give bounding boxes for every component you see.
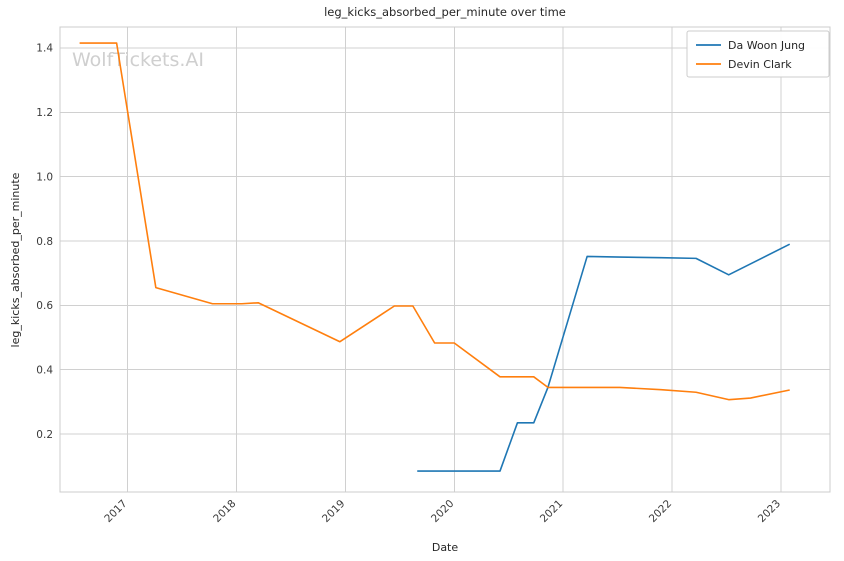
y-tick-label: 1.2 — [36, 107, 53, 119]
y-tick-label: 1.4 — [36, 43, 53, 55]
legend-label-da-woon-jung[interactable]: Da Woon Jung — [728, 39, 805, 52]
series-line-da-woon-jung — [417, 243, 791, 472]
chart-legend[interactable]: Da Woon Jung Devin Clark — [686, 30, 830, 78]
x-axis-label: Date — [432, 541, 459, 554]
y-tick-label: 0.2 — [36, 429, 53, 441]
y-axis-label: leg_kicks_absorbed_per_minute — [9, 172, 22, 347]
y-tick-label: 0.8 — [36, 236, 53, 248]
y-axis-tick-labels: 0.2 0.4 0.6 0.8 1.0 1.2 1.4 — [36, 43, 53, 441]
legend-label-devin-clark[interactable]: Devin Clark — [728, 58, 792, 71]
plot-area-border — [59, 26, 831, 493]
y-tick-label: 0.6 — [36, 300, 53, 312]
y-tick-label: 0.4 — [36, 365, 53, 377]
data-series-group — [79, 42, 791, 472]
y-tick-label: 1.0 — [36, 171, 53, 183]
legend-background — [686, 30, 830, 78]
chart-title: leg_kicks_absorbed_per_minute over time — [324, 5, 566, 19]
series-line-devin-clark — [79, 42, 790, 401]
watermark-label: WolfTickets.AI — [72, 49, 204, 71]
grid-lines — [60, 27, 830, 492]
